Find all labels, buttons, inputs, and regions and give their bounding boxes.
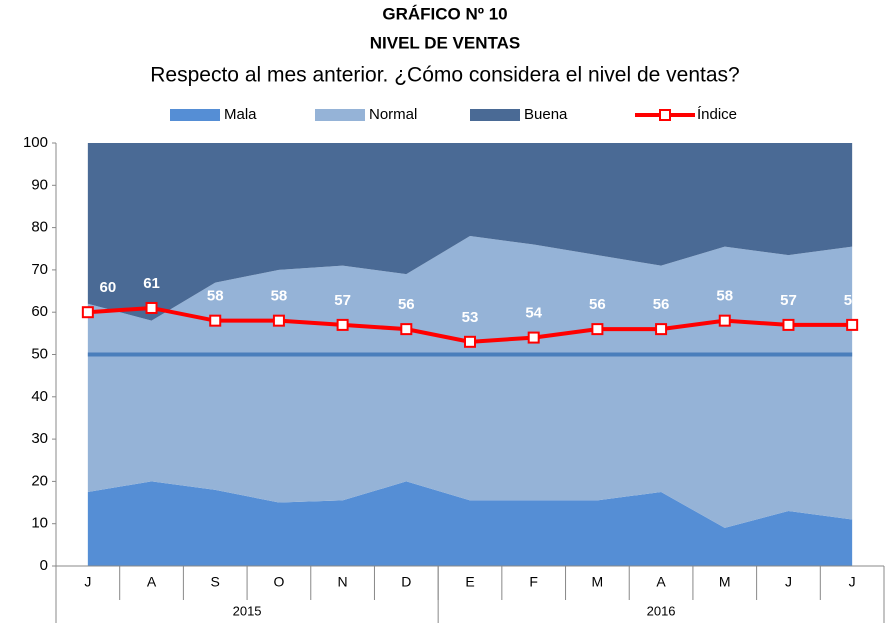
x-tick-label: F [529,574,538,590]
data-label: 57 [780,292,797,309]
y-tick-label: 30 [31,430,48,447]
area [87,143,853,321]
index-marker [272,314,285,327]
legend-label: Índice [697,106,737,123]
x-tick-label: A [147,574,157,590]
data-label: 56 [653,296,670,313]
index-marker [464,335,476,348]
x-tick-label: E [465,574,474,590]
x-group-label: 2015 [233,603,262,618]
legend-label: Buena [524,106,568,123]
index-marker [336,318,349,331]
index-marker [655,323,668,336]
data-label: 56 [589,296,606,313]
y-tick-label: 60 [31,303,48,320]
legend-swatch [470,109,520,121]
legend-label: Normal [369,106,417,123]
x-tick-label: S [211,574,220,590]
index-marker [209,314,222,327]
x-tick-label: J [849,574,856,590]
data-label: 61 [143,275,160,292]
data-label: 58 [271,288,288,305]
area [87,236,853,528]
data-label: 58 [207,288,224,305]
index-marker [718,314,731,327]
y-tick-label: 90 [31,176,48,193]
x-tick-label: J [785,574,792,590]
y-tick-label: 10 [31,515,48,532]
y-tick-label: 100 [23,134,48,151]
index-marker [591,323,604,336]
x-tick-label: A [656,574,666,590]
chart-question: Respecto al mes anterior. ¿Cómo consider… [150,64,739,87]
x-group-label: 2016 [647,603,676,618]
area [87,481,853,566]
x-tick-label: M [719,574,731,590]
index-marker [846,318,859,331]
index-marker [81,306,94,319]
x-tick-label: D [401,574,411,590]
chart-title: GRÁFICO Nº 10 [382,4,507,23]
data-label: 57 [334,292,351,309]
y-tick-label: 80 [31,219,48,236]
legend-swatch [315,109,365,121]
index-marker [527,331,540,344]
data-label: 57 [844,292,861,309]
data-label: 56 [398,296,415,313]
y-tick-label: 0 [40,557,48,574]
data-label: 60 [100,279,117,296]
x-tick-label: N [338,574,348,590]
y-tick-label: 70 [31,261,48,278]
index-marker [782,318,795,331]
index-marker [400,323,413,336]
legend-swatch [170,109,220,121]
x-tick-label: O [273,574,284,590]
y-tick-label: 20 [31,472,48,489]
y-tick-label: 40 [31,388,48,405]
index-marker [145,301,158,314]
legend-marker [659,109,671,121]
data-label: 54 [525,305,542,322]
y-tick-label: 50 [31,345,48,362]
legend-label: Mala [224,106,257,123]
data-label: 53 [462,309,479,326]
data-label: 58 [716,288,733,305]
chart-subtitle: NIVEL DE VENTAS [370,33,521,52]
x-tick-label: J [84,574,91,590]
x-tick-label: M [592,574,604,590]
